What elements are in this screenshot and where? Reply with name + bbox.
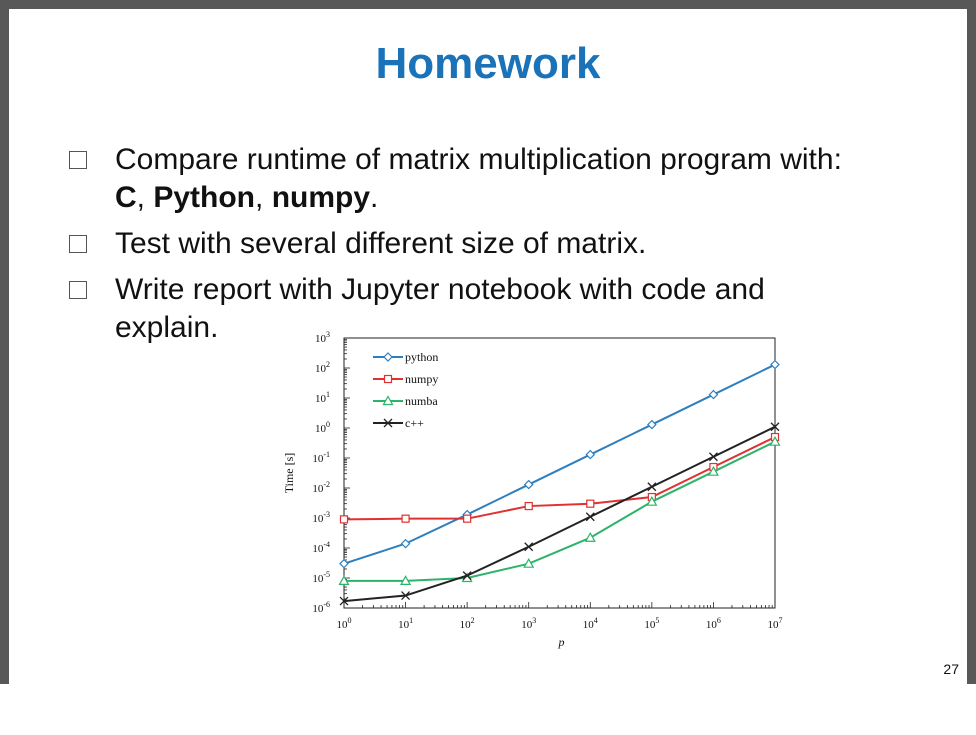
bullet-line: explain. [115,311,219,344]
checkbox-bullet-icon [69,235,87,253]
window-frame-top [0,0,976,9]
data-point-numba [769,435,781,446]
data-point-c++ [647,482,657,492]
data-point-python [647,419,657,430]
data-point-numpy [524,501,533,511]
data-point-numpy [401,514,410,523]
data-point-numba [707,465,719,476]
legend-label-python: python [405,350,438,364]
y-tick-label: 100 [315,420,330,435]
data-point-c++ [585,512,595,522]
bullet-text: Write report with Jupyter notebook with … [115,271,765,347]
series-line-python [343,363,776,565]
legend-marker-numpy [383,374,393,384]
x-tick-label: 101 [398,616,413,631]
y-tick-label: 101 [315,390,330,405]
y-axis-label: Time [s] [282,453,296,494]
checkbox-bullet-icon [69,281,87,299]
y-tick-label: 10-1 [312,450,330,465]
x-tick-label: 102 [460,616,475,631]
legend-marker-numba [382,395,394,406]
data-point-python [523,479,534,490]
legend-marker-python [383,352,393,362]
y-tick-label: 10-5 [312,570,330,585]
y-tick-label: 10-2 [312,480,330,495]
window-frame-left [0,0,9,684]
y-tick-label: 10-3 [312,510,330,525]
data-point-python [770,359,780,370]
data-point-c++ [770,422,780,432]
data-point-numba [584,532,596,542]
y-tick-label: 10-6 [312,600,330,615]
data-point-numpy [339,515,349,524]
page-number: 27 [943,661,959,677]
x-tick-label: 105 [644,616,659,631]
separator: . [370,181,379,214]
data-point-c++ [524,542,534,552]
data-point-numba [523,557,535,568]
x-tick-label: 100 [337,616,352,631]
separator: , [255,181,272,214]
y-tick-label: 10-4 [312,540,330,555]
x-axis-label: p [558,635,565,649]
bold-term-c: C [115,181,137,214]
runtime-chart: 103 102 101 100 10-1 10-2 10-3 10-4 10-5 10-6 100 1… [282,330,783,649]
slide: Homework Compare runtime of matrix multi… [9,9,967,684]
series-line-numpy [343,436,776,521]
bullet-text: Test with several different size of matr… [115,227,647,260]
checkbox-bullet-icon [69,151,87,169]
data-point-numpy [463,514,472,523]
data-point-python [339,558,349,569]
bullet-line: Compare runtime of matrix multiplication… [115,143,842,176]
data-point-c++ [339,596,349,606]
series-line-c++ [343,425,776,603]
x-tick-label: 107 [768,616,783,631]
data-point-numba [646,495,658,506]
bullet-text: Compare runtime of matrix multiplication… [115,141,842,217]
data-point-python [585,449,596,460]
legend-label-numpy: numpy [405,372,438,386]
bullet-line: Write report with Jupyter notebook with … [115,273,765,306]
x-tick-label: 104 [583,616,598,631]
data-point-python [708,389,719,400]
data-point-numba [338,575,350,586]
data-point-numba [400,575,412,586]
data-point-c++ [462,571,472,581]
bold-term-python: Python [153,181,256,214]
x-tick-label: 103 [521,616,536,631]
y-tick-label: 102 [315,360,330,375]
slide-title: Homework [375,39,601,88]
bold-term-numpy: numpy [271,181,371,214]
legend-label-c++: c++ [405,416,424,430]
x-tick-label: 106 [706,616,721,631]
window-frame-right [967,0,976,684]
data-point-python [400,538,411,549]
series-line-numba [344,440,776,582]
legend-label-numba: numba [405,394,438,408]
legend-marker-c++ [383,418,393,428]
data-point-c++ [708,452,718,462]
y-tick-label: 103 [315,330,330,345]
separator: , [136,181,154,214]
data-point-numpy [586,499,595,508]
data-point-c++ [401,591,411,601]
